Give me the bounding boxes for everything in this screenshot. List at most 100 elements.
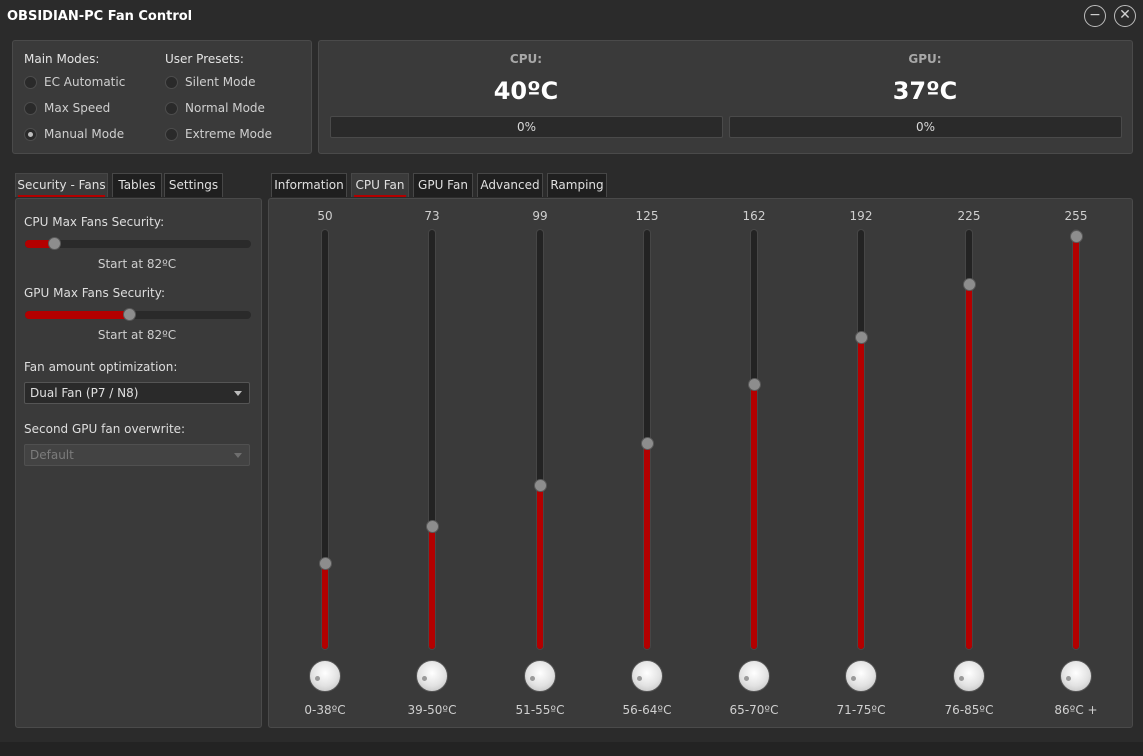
fan-speed-thumb[interactable] [426,520,439,534]
fan-speed-slider[interactable] [428,229,436,650]
temperature-range-label: 65-70ºC [729,703,779,717]
radio-silent-mode[interactable]: Silent Mode [165,73,256,91]
radio-label: EC Automatic [44,75,126,89]
fan-speed-value: 73 [424,209,440,223]
radio-indicator [24,127,37,141]
fan-speed-fill [322,562,328,649]
gpu-temperature: 37ºC [892,77,958,105]
cpu-security-fill [25,240,55,248]
main-modes-heading: Main Modes: [24,52,100,66]
fan-speed-value: 125 [635,209,659,223]
temperature-range-label: 71-75ºC [836,703,886,717]
close-icon[interactable]: ✕ [1114,5,1136,27]
temperature-dial[interactable] [845,660,877,692]
temperature-range-label: 51-55ºC [515,703,565,717]
fan-speed-thumb[interactable] [1070,230,1083,243]
temperature-dial[interactable] [1060,660,1092,692]
radio-indicator [165,101,178,115]
modes-panel: Main Modes: User Presets: EC Automatic M… [12,40,312,154]
temperature-dial[interactable] [524,660,556,692]
chevron-down-icon [234,391,242,396]
cpu-security-caption: Start at 82ºC [97,257,177,271]
gpu-security-thumb[interactable] [122,308,136,321]
temperature-range-label: 76-85ºC [944,703,994,717]
radio-normal-mode[interactable]: Normal Mode [165,99,265,117]
radio-ec-automatic[interactable]: EC Automatic [24,73,125,91]
fan-speed-thumb[interactable] [319,557,332,571]
fan-speed-fill [751,383,757,649]
temperature-dial[interactable] [309,660,341,692]
status-bar [0,742,1143,756]
temperature-dial[interactable] [416,660,448,692]
temperature-range-label: 39-50ºC [407,703,457,717]
radio-manual-mode[interactable]: Manual Mode [24,125,124,143]
fan-speed-value: 162 [742,209,766,223]
radio-indicator [165,75,178,89]
fan-speed-value: 50 [317,209,333,223]
radio-indicator [165,127,178,141]
fan-speed-fill [644,442,650,649]
fan-amount-value: Dual Fan (P7 / N8) [30,386,139,400]
second-gpu-fan-label: Second GPU fan overwrite: [24,422,186,436]
fan-speed-value: 225 [957,209,981,223]
tab-advanced[interactable]: Advanced [477,173,543,197]
fan-amount-select[interactable]: Dual Fan (P7 / N8) [24,382,250,404]
radio-label: Max Speed [44,101,111,115]
fan-speed-thumb[interactable] [963,277,976,291]
gpu-max-fans-label: GPU Max Fans Security: [24,286,166,300]
gpu-security-caption: Start at 82ºC [97,328,177,342]
fan-speed-fill [858,335,864,649]
fan-speed-slider[interactable] [750,229,758,650]
cpu-fan-progress: 0% [330,116,723,138]
cpu-security-slider[interactable] [25,237,251,250]
fan-speed-slider[interactable] [536,229,544,650]
temperature-range-label: 0-38ºC [304,703,346,717]
gpu-fan-percent: 0% [915,120,936,134]
radio-indicator [24,75,37,89]
temperature-dial[interactable] [631,660,663,692]
title-bar: OBSIDIAN-PC Fan Control − ✕ [0,0,1143,32]
temperature-dial[interactable] [738,660,770,692]
radio-extreme-mode[interactable]: Extreme Mode [165,125,272,143]
radio-indicator [24,101,37,115]
tab-tables[interactable]: Tables [112,173,162,197]
fan-speed-fill [537,484,543,649]
cpu-security-thumb[interactable] [48,237,62,250]
tab-security-fans[interactable]: Security - Fans [15,173,108,197]
second-gpu-fan-select: Default [24,444,250,466]
fan-speed-slider[interactable] [321,229,329,650]
temperature-range-label: 86ºC + [1054,703,1098,717]
radio-label: Normal Mode [185,101,265,115]
fan-amount-label: Fan amount optimization: [24,360,178,374]
tab-ramping[interactable]: Ramping [547,173,607,197]
fan-speed-fill [429,525,435,649]
fan-speed-thumb[interactable] [855,330,868,344]
fan-speed-slider[interactable] [965,229,973,650]
gpu-label: GPU: [908,52,942,66]
window-title: OBSIDIAN-PC Fan Control [7,9,193,24]
tab-settings[interactable]: Settings [164,173,223,197]
fan-speed-slider[interactable] [857,229,865,650]
chevron-down-icon [234,453,242,458]
gpu-fan-progress: 0% [729,116,1122,138]
temperature-dial[interactable] [953,660,985,692]
fan-speed-thumb[interactable] [534,478,547,492]
tab-gpu-fan[interactable]: GPU Fan [413,173,473,197]
user-presets-heading: User Presets: [165,52,244,66]
radio-max-speed[interactable]: Max Speed [24,99,110,117]
radio-label: Manual Mode [44,127,125,141]
cpu-temperature: 40ºC [493,77,559,105]
gpu-security-slider[interactable] [25,308,251,321]
fan-speed-value: 192 [849,209,873,223]
tab-cpu-fan[interactable]: CPU Fan [351,173,409,197]
radio-label: Silent Mode [185,75,256,89]
fan-speed-thumb[interactable] [748,378,761,392]
tab-information[interactable]: Information [271,173,347,197]
fan-speed-slider[interactable] [1072,229,1080,650]
second-gpu-fan-value: Default [30,448,74,462]
temperature-range-label: 56-64ºC [622,703,672,717]
fan-speed-fill [1073,235,1079,649]
fan-speed-thumb[interactable] [641,437,654,451]
fan-speed-fill [966,282,972,649]
minimize-icon[interactable]: − [1084,5,1106,27]
